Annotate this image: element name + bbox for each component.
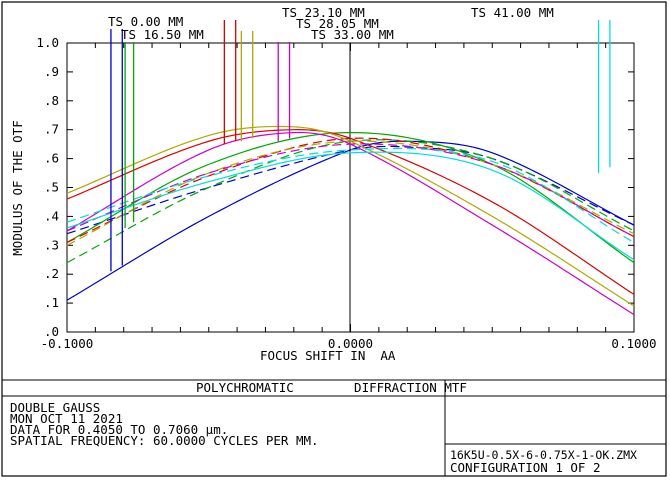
configuration: CONFIGURATION 1 OF 2: [450, 460, 601, 475]
mtf-curve-4-solid: [66, 129, 635, 295]
y-tick-label: 1.0: [36, 35, 59, 50]
x-tick-label: -0.1000: [41, 336, 94, 351]
field-label-ts-23-10: TS 23.10 MM: [282, 5, 365, 20]
x-tick-label: 0.0000: [328, 336, 373, 351]
y-tick-label: .3: [44, 237, 59, 252]
field-label-ts-0: TS 0.00 MM: [108, 14, 183, 29]
wavelength-range: DATA FOR 0.4050 TO 0.7060 μm.: [10, 422, 228, 437]
y-tick-label: .0: [44, 324, 59, 339]
x-axis-ticks: -0.1000 0.0000 0.1000: [41, 43, 657, 351]
y-tick-label: .8: [44, 93, 59, 108]
mtf-curve-11-dashed: [66, 147, 635, 243]
mtf-curve-2-solid: [66, 131, 635, 264]
y-axis-label: MODULUS OF THE OTF: [10, 120, 25, 255]
field-label-ts-16-50: TS 16.50 MM: [121, 27, 204, 42]
y-tick-label: .4: [44, 208, 59, 223]
y-tick-label: .6: [44, 151, 59, 166]
series-layer: [66, 125, 635, 316]
outer-border: [1, 1, 667, 477]
x-axis-label: FOCUS SHIFT IN AA: [260, 348, 396, 363]
file-name: 16K5U-0.5X-6-0.75X-1-OK.ZMX: [450, 448, 637, 462]
y-tick-label: .7: [44, 122, 59, 137]
y-tick-label: .5: [44, 180, 59, 195]
field-label-ts-33-00: TS 33.00 MM: [311, 27, 394, 42]
footer-title: POLYCHROMATIC DIFFRACTION MTF: [196, 380, 467, 395]
y-tick-label: .9: [44, 64, 59, 79]
x-tick-label: 0.1000: [611, 336, 656, 351]
spatial-frequency: SPATIAL FREQUENCY: 60.0000 CYCLES PER MM…: [10, 433, 319, 448]
y-axis-ticks: .0 .1 .2 .3 .4 .5 .6 .7 .8 .9 1.0: [36, 35, 634, 339]
field-label-ts-28-05: TS 28.05 MM: [296, 16, 379, 31]
y-tick-label: .2: [44, 266, 59, 281]
report-date: MON OCT 11 2021: [10, 411, 123, 426]
y-tick-label: .1: [44, 295, 59, 310]
field-label-ts-41-00: TS 41.00 MM: [471, 5, 554, 20]
lens-name: DOUBLE GAUSS: [10, 400, 100, 415]
mtf-curve-10-solid: [66, 151, 635, 261]
mtf-curve-6-solid: [66, 125, 635, 307]
field-marker-layer: [110, 20, 611, 272]
